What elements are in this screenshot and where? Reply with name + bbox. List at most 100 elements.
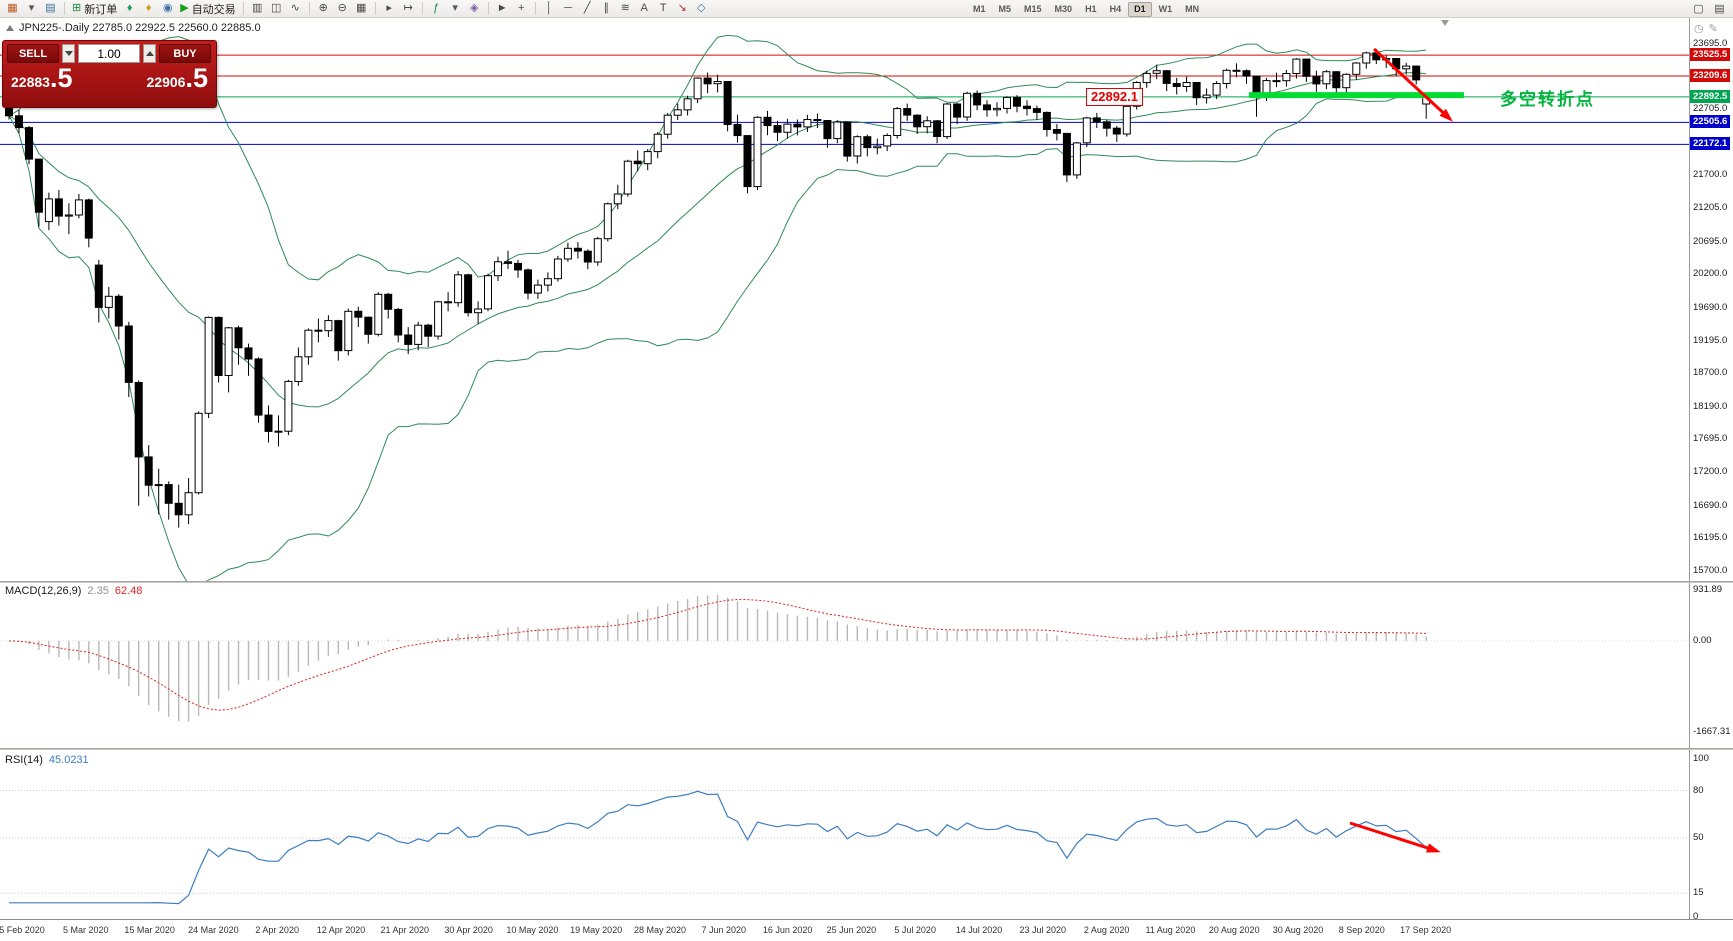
market-button[interactable]: ♦	[139, 1, 158, 17]
indicators-dropdown-button[interactable]: ▾	[446, 1, 465, 17]
edit-icon[interactable]: ✎	[1708, 23, 1718, 35]
label-button[interactable]: T	[654, 1, 673, 17]
price-axis-label: 17695.0	[1693, 433, 1728, 444]
buy-button[interactable]: BUY	[159, 44, 211, 63]
line-chart-icon: ∿	[290, 2, 300, 14]
timeframe-h1-button[interactable]: H1	[1085, 4, 1097, 14]
toolbar-separator	[534, 2, 536, 15]
volume-up-icon	[145, 51, 154, 56]
price-line-tag: 22172.1	[1690, 137, 1731, 150]
rsi-axis-label: 15	[1693, 887, 1704, 898]
autotrading-button-label: 自动交易	[191, 3, 236, 16]
toolbar-separator	[308, 2, 310, 15]
auto-scroll-icon: ▸	[386, 2, 392, 14]
price-axis-label: 21700.0	[1693, 169, 1728, 180]
print-button[interactable]: ▤	[1710, 1, 1729, 17]
date-axis-label: 14 Jul 2020	[955, 925, 1003, 935]
arrows-button[interactable]: ↘	[673, 1, 692, 17]
sell-price-main: 22883	[11, 74, 50, 90]
mql5-button[interactable]: ♦	[120, 1, 139, 17]
price-line-tag: 22505.6	[1690, 115, 1731, 128]
chart-shift-marker-icon[interactable]	[1441, 20, 1449, 26]
date-axis-label: 11 Aug 2020	[1145, 925, 1196, 935]
timeframe-m30-button[interactable]: M30	[1054, 4, 1073, 14]
date-axis-label: 19 May 2020	[570, 925, 623, 935]
date-axis-label: 10 May 2020	[506, 925, 559, 935]
fibonacci-button[interactable]: ≋	[616, 1, 635, 17]
channel-button[interactable]: ∥	[597, 1, 616, 17]
macd-panel-canvas[interactable]	[0, 583, 1689, 747]
cursor-button[interactable]: ►	[493, 1, 512, 17]
rsi-axis-label: 0	[1693, 911, 1699, 922]
indicators-icon: ƒ	[433, 2, 440, 14]
profiles-button[interactable]: ▤	[41, 1, 60, 17]
date-axis[interactable]: 5 Feb 2020 5 Mar 2020 15 Mar 2020 24 Mar 20…	[0, 920, 1733, 941]
timeframe-h4-button[interactable]: H4	[1109, 4, 1122, 14]
zoom-in-button[interactable]: ⊕	[314, 1, 333, 17]
macd-panel-separator[interactable]	[0, 581, 1733, 583]
hline-button[interactable]: ─	[559, 1, 578, 17]
note-annotation[interactable]: 多空转折点	[1500, 90, 1595, 109]
chart-shift-button[interactable]: ↦	[399, 1, 418, 17]
date-axis-label: 21 Apr 2020	[380, 925, 430, 935]
trade-panel-collapse-icon[interactable]	[6, 25, 14, 31]
macd-signal-value: 62.48	[114, 585, 143, 597]
chart-dropdown-button[interactable]: ▾	[22, 1, 41, 17]
line-chart-button[interactable]: ∿	[286, 1, 305, 17]
indicators-button[interactable]: ƒ	[427, 1, 446, 17]
new-chart-button[interactable]: ▦	[3, 1, 22, 17]
timeframe-w1-button[interactable]: W1	[1158, 4, 1173, 14]
tile-windows-button[interactable]: ▦	[352, 1, 371, 17]
timeframe-m15-button[interactable]: M15	[1024, 4, 1042, 14]
zoom-out-button[interactable]: ⊖	[333, 1, 352, 17]
chart-dropdown-icon: ▾	[28, 2, 35, 14]
autotrading-icon: ▶	[180, 2, 189, 14]
candlestick-button[interactable]: ◫	[267, 1, 286, 17]
vline-button[interactable]: │	[540, 1, 559, 17]
autotrading-button[interactable]: ▶ 自动交易	[177, 1, 238, 17]
clock-icon[interactable]: ◷	[1694, 23, 1704, 35]
rsi-axis-label: 100	[1693, 753, 1709, 764]
shapes-button[interactable]: ◇	[692, 1, 711, 17]
macd-axis-label: 931.89	[1693, 584, 1723, 595]
mql5-icon: ♦	[126, 2, 133, 14]
timeframe-m1-button[interactable]: M1	[973, 4, 986, 14]
volume-increase-button[interactable]	[143, 44, 156, 63]
date-axis-label: 7 Jun 2020	[701, 925, 747, 935]
chart-title-text: JPN225-.Daily 22785.0 22922.5 22560.0 22…	[19, 22, 261, 34]
timeframe-m5-button[interactable]: M5	[998, 4, 1012, 14]
tile-windows-icon: ▦	[355, 2, 367, 14]
volume-decrease-button[interactable]	[62, 44, 75, 63]
sell-button[interactable]: SELL	[7, 44, 59, 63]
macd-axis-label: 0.00	[1693, 635, 1712, 646]
price-axis-label: 18700.0	[1693, 367, 1728, 378]
date-axis-label: 20 Aug 2020	[1208, 925, 1260, 935]
fullscreen-button[interactable]: ▢	[1689, 1, 1708, 17]
trendline-icon: ╱	[583, 2, 591, 14]
date-axis-label: 24 Mar 2020	[188, 925, 239, 935]
price-axis-label: 19195.0	[1693, 335, 1728, 346]
chart-title: JPN225-.Daily 22785.0 22922.5 22560.0 22…	[6, 22, 261, 34]
crosshair-button[interactable]: +	[512, 1, 531, 17]
auto-scroll-button[interactable]: ▸	[380, 1, 399, 17]
rsi-value: 45.0231	[48, 754, 89, 766]
volume-input[interactable]	[78, 44, 140, 63]
rsi-panel-canvas[interactable]	[0, 751, 1689, 919]
price-axis-label: 17200.0	[1693, 466, 1728, 477]
bar-chart-button[interactable]: ▥	[248, 1, 267, 17]
signals-icon: ◉	[162, 2, 173, 14]
timeframe-d1-button[interactable]: D1	[1128, 1, 1152, 17]
trendline-button[interactable]: ╱	[578, 1, 597, 17]
main-chart-canvas[interactable]	[0, 18, 1689, 581]
timeframe-mn-button[interactable]: MN	[1185, 4, 1200, 14]
signals-button[interactable]: ◉	[158, 1, 177, 17]
objects-button[interactable]: ◈	[465, 1, 484, 17]
text-button[interactable]: A	[635, 1, 654, 17]
price-annotation[interactable]: 22892.1	[1086, 88, 1143, 106]
date-axis-label: 30 Apr 2020	[444, 925, 493, 935]
date-axis-label: 28 May 2020	[633, 925, 687, 935]
rsi-panel-separator[interactable]	[0, 748, 1733, 750]
new-order-button[interactable]: ⊞ 新订单	[69, 1, 120, 17]
print-icon: ▤	[1714, 2, 1725, 15]
